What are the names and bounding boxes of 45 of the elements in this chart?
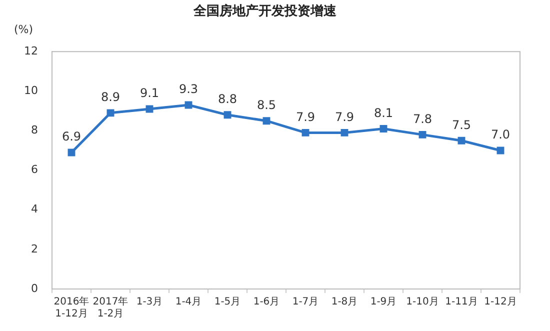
- data-label: 8.9: [100, 90, 120, 104]
- y-tick-label: 4: [30, 202, 38, 216]
- data-label: 9.3: [178, 82, 198, 96]
- y-tick-label: 6: [30, 163, 38, 176]
- y-axis-title: (%): [14, 22, 34, 36]
- y-tick-label: 10: [24, 84, 38, 98]
- point: [68, 148, 76, 156]
- x-tick-label: 1-10月: [406, 296, 439, 308]
- x-tick-label: 1-7月: [292, 296, 319, 308]
- y-tick-label: 0: [30, 282, 38, 295]
- y-tick-label: 12: [24, 44, 38, 58]
- x-tick-label: 1-8月: [331, 296, 358, 308]
- data-label: 8.8: [218, 92, 238, 106]
- data-label: 7.0: [490, 128, 510, 142]
- x-tick-label: 1-5月: [214, 296, 241, 308]
- data-label: 6.9: [62, 130, 82, 144]
- y-tick-label: 8: [30, 124, 38, 137]
- x-tick-label: 1-3月: [136, 296, 163, 308]
- point: [496, 146, 504, 154]
- data-label: 7.8: [412, 112, 432, 126]
- data-label: 7.9: [296, 110, 316, 124]
- point: [146, 105, 154, 113]
- x-tick-label: 2016年 1-12月: [54, 296, 90, 320]
- point: [458, 136, 466, 144]
- x-tick-label: 2017年 1-2月: [92, 296, 128, 320]
- data-label: 8.5: [256, 98, 276, 112]
- x-tick-label: 1-4月: [175, 296, 202, 308]
- data-label: 8.1: [374, 106, 394, 120]
- point: [224, 111, 232, 119]
- point: [418, 130, 426, 138]
- point: [184, 101, 192, 109]
- chart-title: 全国房地产开发投资增速: [192, 3, 338, 20]
- point: [380, 125, 388, 132]
- x-tick-label: 1-11月: [445, 296, 478, 308]
- data-label: 7.9: [334, 110, 354, 124]
- x-tick-label: 1-9月: [370, 296, 397, 308]
- x-tick-label: 1-6月: [253, 296, 280, 308]
- point: [262, 117, 270, 125]
- data-label: 7.5: [452, 118, 472, 132]
- point: [106, 109, 114, 117]
- data-label: 9.1: [140, 86, 160, 100]
- y-tick-label: 2: [30, 242, 38, 256]
- point: [302, 128, 310, 136]
- point: [340, 128, 348, 136]
- x-tick-label: 1-12月: [484, 296, 517, 308]
